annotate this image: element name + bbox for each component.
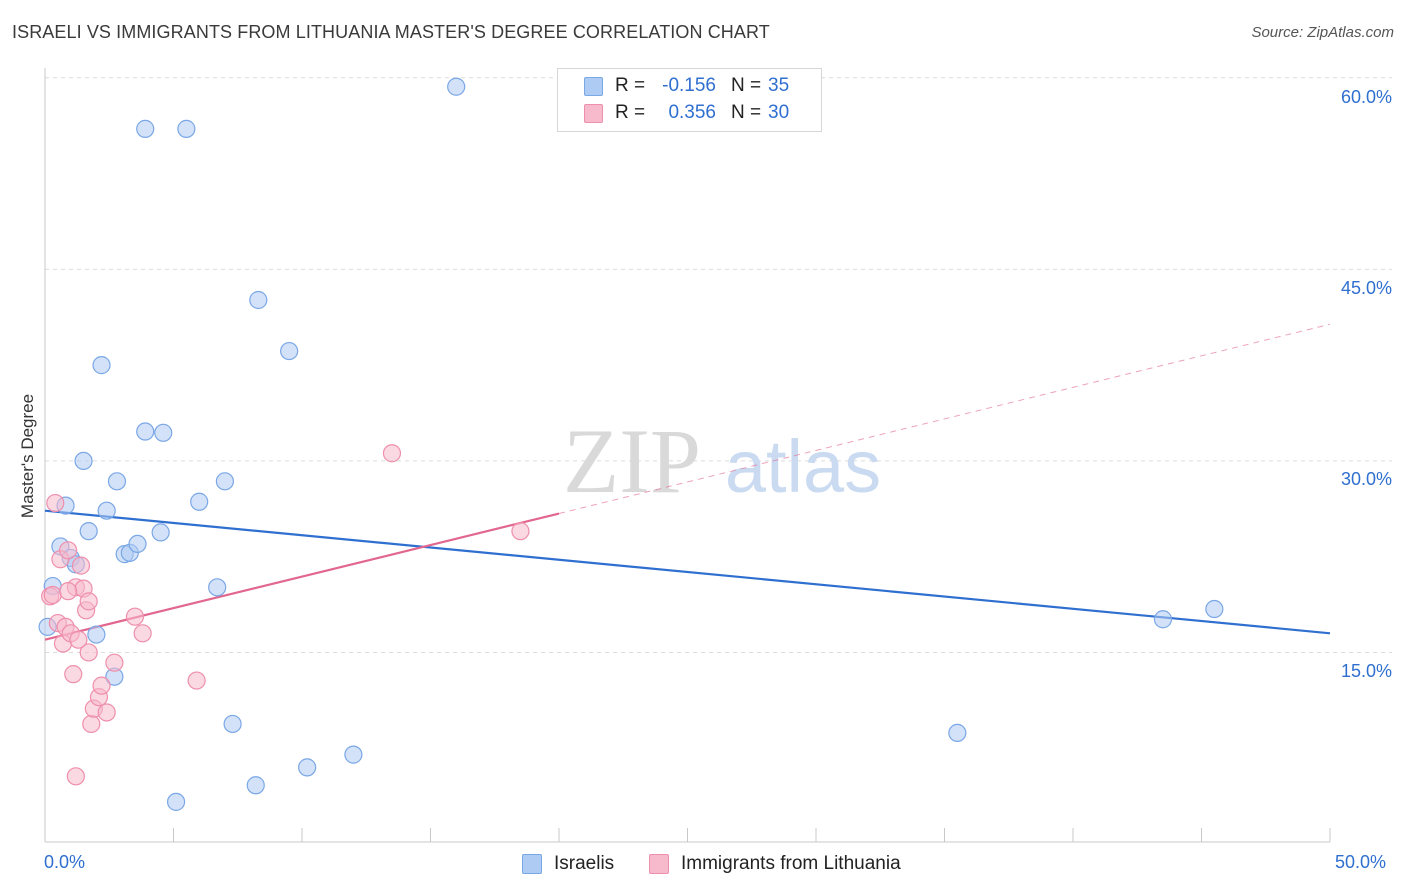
data-point-israelis — [249, 290, 268, 310]
n-value: 35 — [768, 75, 790, 96]
source-label: Source: ZipAtlas.com — [1251, 24, 1394, 41]
y-tick-label: 30.0% — [1340, 469, 1392, 489]
data-point-lithuania — [79, 592, 98, 611]
data-point-israelis — [166, 792, 186, 811]
data-point-israelis — [215, 472, 234, 491]
data-point-israelis — [92, 356, 111, 375]
n-value: 30 — [768, 102, 790, 123]
n-label: N = — [731, 75, 762, 96]
data-point-lithuania — [43, 585, 62, 605]
data-point-israelis — [344, 745, 363, 764]
legend-label-israelis: Israelis — [554, 853, 615, 874]
data-point-israelis — [97, 501, 116, 520]
legend-label-lithuania: Immigrants from Lithuania — [681, 853, 901, 874]
data-point-lithuania — [92, 676, 111, 695]
trend-line-extension-lithuania — [558, 323, 1331, 514]
data-point-lithuania — [59, 582, 78, 601]
data-point-israelis — [948, 723, 967, 743]
r-value: -0.156 — [662, 75, 716, 96]
stats-row-israelis: R = -0.156 N = 35 — [558, 73, 821, 100]
data-point-israelis — [177, 119, 196, 138]
data-point-israelis — [107, 472, 127, 491]
series-legend: Israelis Immigrants from Lithuania — [0, 850, 1406, 878]
data-point-israelis — [136, 422, 155, 441]
data-point-israelis — [74, 451, 93, 470]
swatch-israelis — [584, 77, 603, 96]
trend-layer — [44, 323, 1331, 641]
data-point-israelis — [87, 625, 106, 644]
legend-swatch-israelis — [522, 854, 542, 874]
y-tick-label: 15.0% — [1340, 661, 1392, 681]
x-tick-label: 0.0% — [44, 852, 86, 872]
trend-line-lithuania — [44, 512, 560, 641]
n-label: N = — [731, 102, 762, 123]
chart-title: ISRAELI VS IMMIGRANTS FROM LITHUANIA MAS… — [12, 22, 770, 42]
data-point-lithuania — [79, 643, 98, 662]
watermark-zip: ZIP — [563, 410, 701, 512]
y-tick-label: 45.0% — [1340, 278, 1392, 298]
data-point-israelis — [1205, 599, 1224, 619]
data-point-lithuania — [59, 541, 78, 560]
data-point-israelis — [136, 119, 155, 138]
data-point-lithuania — [125, 607, 145, 626]
data-point-israelis — [128, 534, 147, 554]
data-point-lithuania — [105, 653, 124, 672]
data-point-lithuania — [187, 671, 206, 690]
data-point-israelis — [223, 714, 242, 734]
stats-legend: R = -0.156 N = 35 R = 0.356 N = 30 — [557, 68, 822, 132]
data-point-israelis — [190, 492, 209, 511]
y-axis-title: Master's Degree — [18, 393, 37, 519]
data-point-lithuania — [71, 556, 91, 575]
data-point-lithuania — [133, 624, 152, 643]
r-value: 0.356 — [668, 102, 716, 123]
axis-layer — [44, 68, 1331, 843]
y-tick-label: 60.0% — [1340, 87, 1392, 107]
points-layer — [38, 77, 1224, 811]
data-point-israelis — [246, 776, 265, 795]
grid-layer — [45, 77, 1392, 653]
data-point-lithuania — [64, 665, 83, 684]
data-point-lithuania — [66, 767, 85, 786]
stats-row-lithuania: R = 0.356 N = 30 — [558, 100, 821, 127]
data-point-lithuania — [46, 493, 65, 513]
data-point-israelis — [447, 77, 466, 96]
data-point-israelis — [1153, 610, 1173, 629]
trend-line-israelis — [44, 509, 1331, 635]
watermark-layer: ZIP atlas — [563, 410, 881, 512]
swatch-lithuania — [584, 104, 603, 123]
data-point-lithuania — [382, 444, 402, 463]
data-point-israelis — [280, 341, 299, 361]
data-point-lithuania — [82, 714, 101, 734]
x-tick-label: 50.0% — [1335, 852, 1387, 872]
data-point-israelis — [208, 578, 227, 597]
data-point-israelis — [151, 523, 170, 542]
r-label: R = — [615, 75, 646, 96]
data-point-israelis — [298, 758, 317, 777]
watermark-atlas: atlas — [725, 425, 881, 508]
data-point-lithuania — [511, 522, 530, 541]
data-point-israelis — [154, 423, 173, 442]
legend-swatch-lithuania — [649, 854, 669, 874]
data-point-lithuania — [97, 703, 116, 722]
data-point-israelis — [79, 522, 98, 541]
r-label: R = — [615, 102, 646, 123]
data-point-lithuania — [69, 630, 88, 649]
